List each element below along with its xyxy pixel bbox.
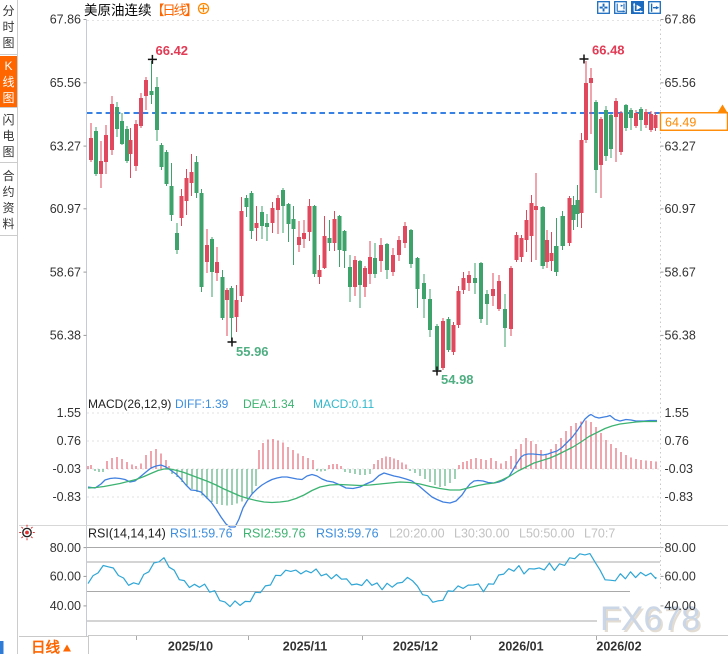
svg-text:60.97: 60.97 — [665, 202, 696, 216]
svg-text:58.67: 58.67 — [50, 265, 81, 279]
svg-text:60.00: 60.00 — [665, 570, 696, 584]
svg-text:0.76: 0.76 — [665, 434, 689, 448]
svg-text:64.49: 64.49 — [665, 116, 696, 130]
svg-text:1.55: 1.55 — [57, 406, 81, 420]
svg-text:2025/11: 2025/11 — [283, 640, 328, 654]
svg-text:日线: 日线 — [31, 639, 60, 654]
svg-text:-0.83: -0.83 — [665, 490, 694, 504]
svg-text:60.00: 60.00 — [50, 570, 81, 584]
svg-text:66.48: 66.48 — [592, 43, 625, 58]
svg-text:RSI(14,14,14): RSI(14,14,14) — [88, 527, 166, 541]
svg-text:80.00: 80.00 — [665, 541, 696, 555]
svg-text:40.00: 40.00 — [665, 599, 696, 613]
svg-text:L70:7: L70:7 — [584, 527, 615, 541]
svg-text:-0.83: -0.83 — [53, 490, 82, 504]
svg-text:DEA:1.34: DEA:1.34 — [243, 397, 295, 411]
svg-text:67.86: 67.86 — [665, 13, 696, 27]
svg-text:DIFF:1.39: DIFF:1.39 — [175, 397, 229, 411]
svg-text:FX678: FX678 — [600, 600, 700, 638]
svg-text:【日线】: 【日线】 — [151, 3, 196, 18]
svg-text:-0.03: -0.03 — [665, 462, 694, 476]
svg-text:40.00: 40.00 — [50, 599, 81, 613]
svg-text:美原油连续: 美原油连续 — [84, 3, 152, 18]
svg-text:MACD(26,12,9): MACD(26,12,9) — [88, 397, 171, 411]
svg-text:L50:50.00: L50:50.00 — [519, 527, 575, 541]
svg-text:2026/02: 2026/02 — [596, 640, 641, 654]
svg-text:63.27: 63.27 — [50, 139, 81, 153]
svg-text:-0.03: -0.03 — [53, 462, 82, 476]
svg-text:56.38: 56.38 — [50, 329, 81, 343]
svg-text:65.56: 65.56 — [665, 76, 696, 90]
svg-text:MACD:0.11: MACD:0.11 — [313, 397, 374, 411]
svg-text:RSI3:59.76: RSI3:59.76 — [316, 527, 379, 541]
svg-text:RSI1:59.76: RSI1:59.76 — [170, 527, 233, 541]
svg-text:67.86: 67.86 — [50, 13, 81, 27]
svg-text:55.96: 55.96 — [236, 344, 269, 359]
svg-text:2025/12: 2025/12 — [393, 640, 438, 654]
svg-text:FX678: FX678 — [602, 602, 702, 640]
svg-text:66.42: 66.42 — [156, 43, 189, 58]
svg-text:2025/10: 2025/10 — [168, 640, 213, 654]
svg-text:56.38: 56.38 — [665, 329, 696, 343]
svg-text:L20:20.00: L20:20.00 — [389, 527, 445, 541]
svg-text:RSI2:59.76: RSI2:59.76 — [243, 527, 306, 541]
svg-text:1.55: 1.55 — [665, 406, 689, 420]
svg-text:58.67: 58.67 — [665, 265, 696, 279]
svg-text:2026/01: 2026/01 — [498, 640, 543, 654]
svg-text:80.00: 80.00 — [50, 541, 81, 555]
svg-text:63.27: 63.27 — [665, 139, 696, 153]
svg-text:65.56: 65.56 — [50, 76, 81, 90]
svg-text:54.98: 54.98 — [441, 372, 474, 387]
svg-text:0.76: 0.76 — [57, 434, 81, 448]
svg-text:60.97: 60.97 — [50, 202, 81, 216]
svg-text:L30:30.00: L30:30.00 — [454, 527, 510, 541]
